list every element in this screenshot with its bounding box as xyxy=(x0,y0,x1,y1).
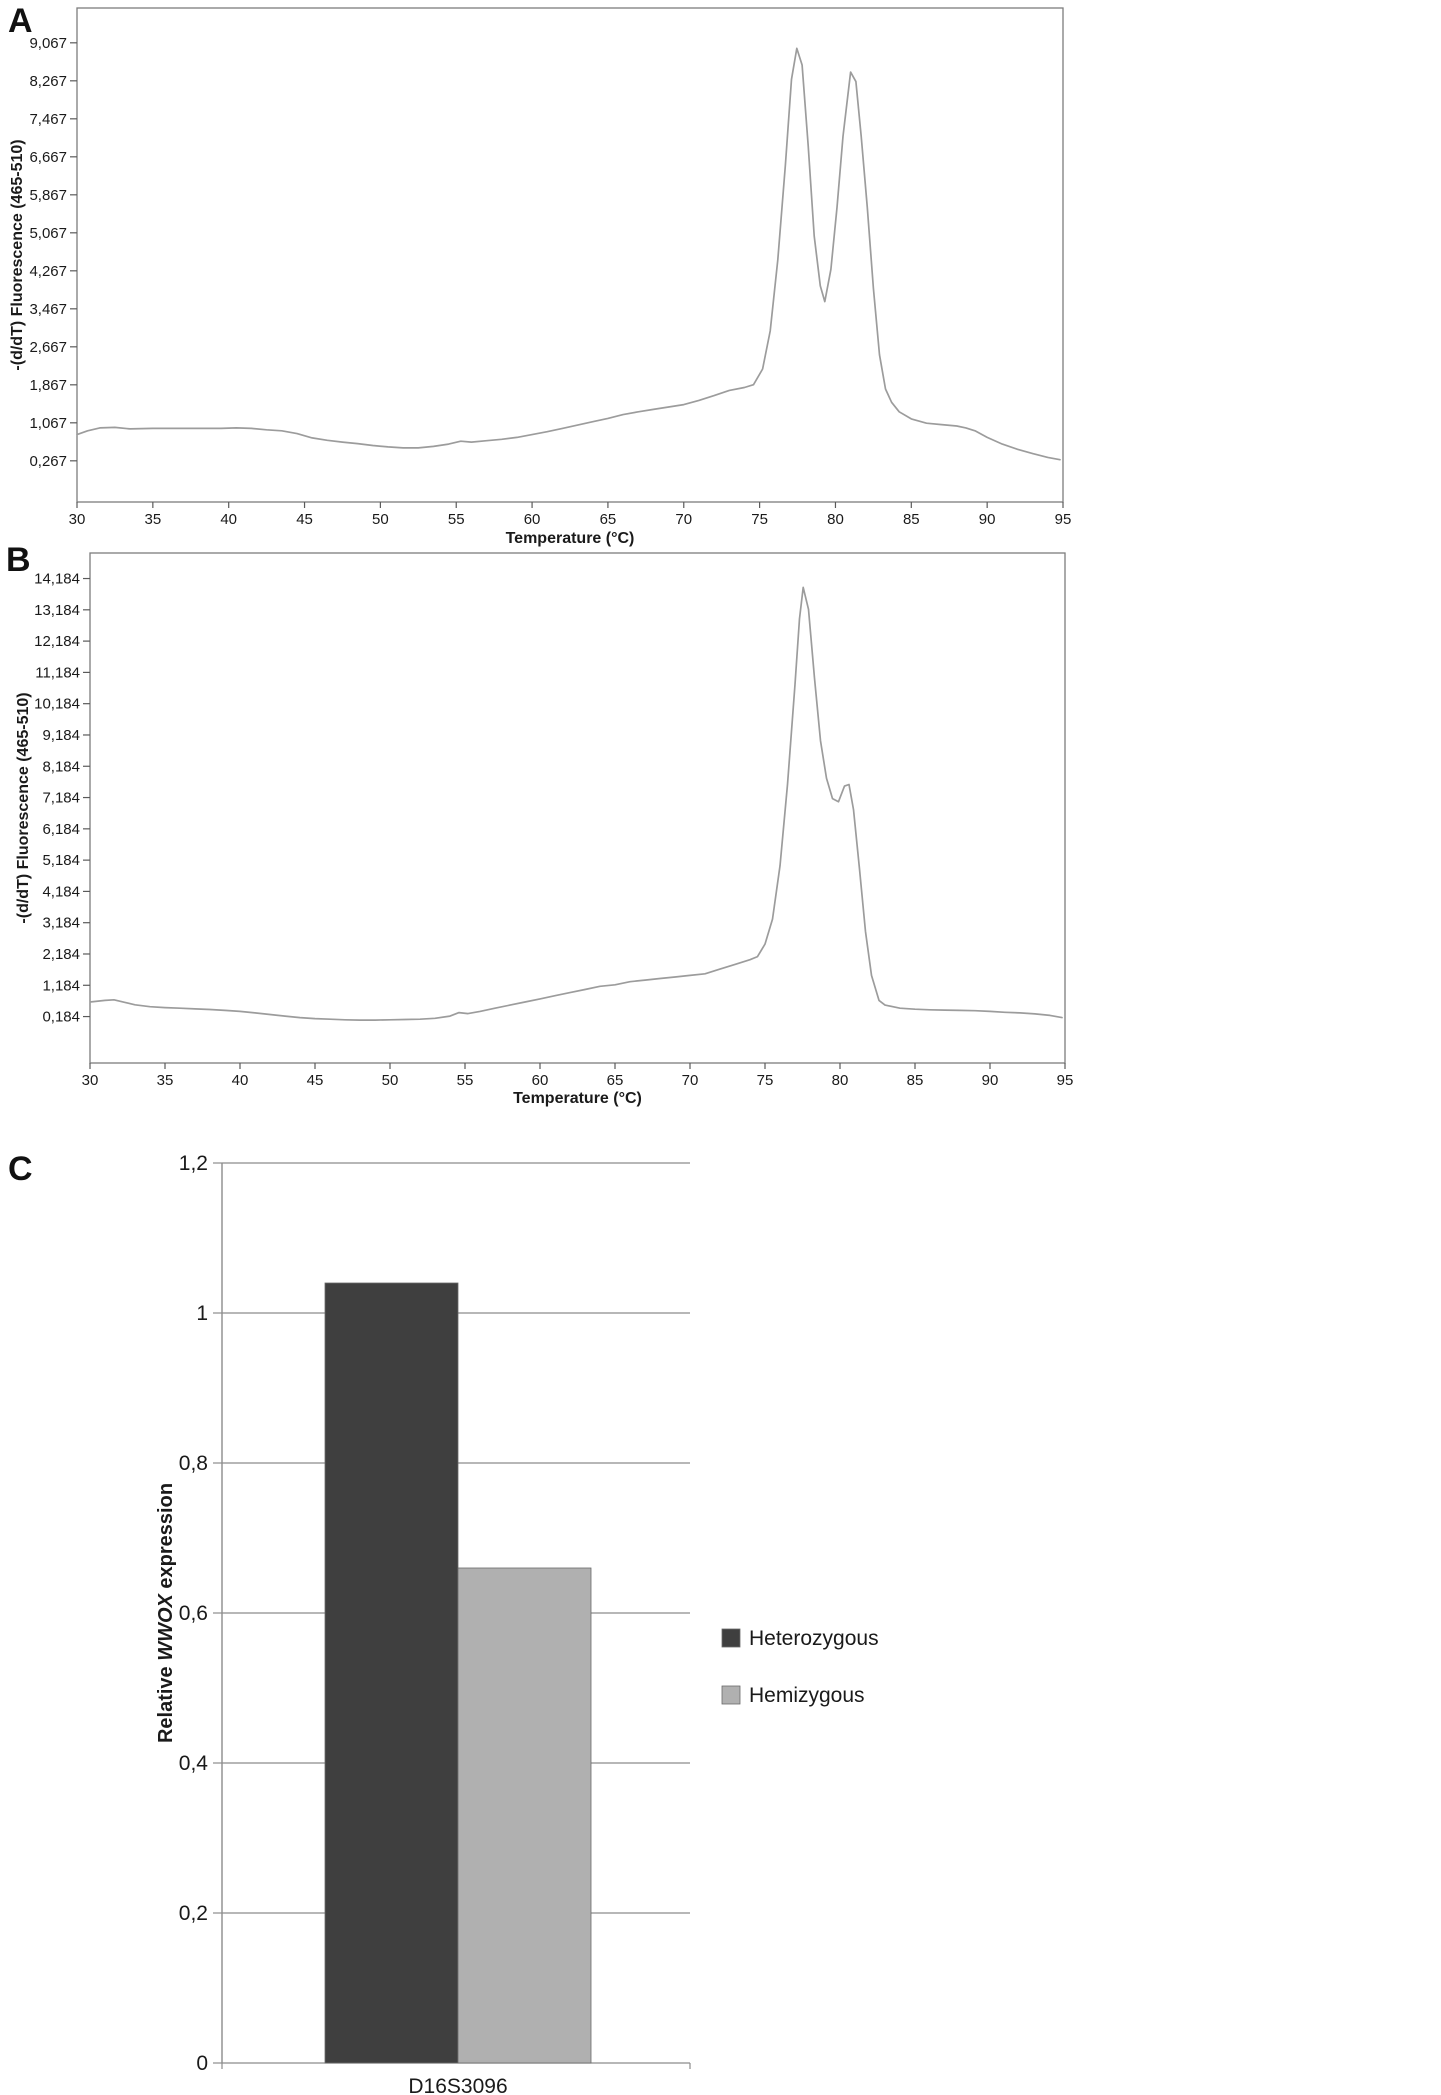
x-axis-title: Temperature (°C) xyxy=(513,1090,642,1107)
category-label: D16S3096 xyxy=(408,2075,507,2095)
y-tick-label: 5,184 xyxy=(42,852,80,869)
y-tick-label: 6,667 xyxy=(29,149,67,166)
melt-curve xyxy=(89,586,1063,1021)
y-tick-label: 0,184 xyxy=(42,1009,80,1026)
x-tick-label: 40 xyxy=(220,511,237,528)
x-tick-label: 50 xyxy=(372,511,389,528)
y-tick-label: 5,867 xyxy=(29,187,67,204)
x-tick-label: 30 xyxy=(82,1072,99,1089)
y-tick-label: 7,467 xyxy=(29,111,67,128)
y-tick-label: 1,184 xyxy=(42,977,80,994)
wwox-expression-bar-chart: 0 0,2 0,4 0,6 0,8 1 1,2 D16S3096 Relative WWOX e… xyxy=(155,1152,879,2095)
x-tick-label: 90 xyxy=(979,511,996,528)
y-tick-label: 1,2 xyxy=(179,1152,208,1175)
legend-swatch-heterozygous xyxy=(721,1628,741,1648)
legend-label-heterozygous: Heterozygous xyxy=(749,1627,879,1650)
x-tick-label: 65 xyxy=(607,1072,624,1089)
y-tick-label: 5,067 xyxy=(29,225,67,242)
y-tick-label: 3,467 xyxy=(29,301,67,318)
panel-b-label: B xyxy=(6,541,31,579)
panel-a-label: A xyxy=(8,2,33,40)
y-tick-label: 11,184 xyxy=(35,664,80,681)
x-tick-label: 50 xyxy=(382,1072,399,1089)
x-tick-label: 65 xyxy=(600,511,617,528)
y-tick-label: 13,184 xyxy=(34,602,80,619)
y-tick-label: 0,6 xyxy=(179,1602,208,1625)
melt-curve xyxy=(76,47,1061,461)
bar-hemizygous xyxy=(457,1567,592,2064)
y-tick-label: 4,267 xyxy=(29,263,67,280)
x-tick-label: 45 xyxy=(296,511,313,528)
y-tick-label: 1,067 xyxy=(29,415,67,432)
panel-b: B 30 35 40 45 50 55 60 65 70 75 80 85 90 95 0,184 1,184… xyxy=(0,541,1120,1107)
y-tick-label: 3,184 xyxy=(42,915,80,932)
y-tick-label: 9,067 xyxy=(29,35,67,52)
x-tick-label: 70 xyxy=(682,1072,699,1089)
y-tick-label: 0,8 xyxy=(179,1452,208,1475)
melt-curve-chart-b: 30 35 40 45 50 55 60 65 70 75 80 85 90 95 0,184 1,184 2,… xyxy=(15,552,1074,1107)
y-tick-label: 4,184 xyxy=(42,883,80,900)
x-tick-label: 45 xyxy=(307,1072,324,1089)
x-tick-label: 85 xyxy=(907,1072,924,1089)
y-tick-label: 9,184 xyxy=(42,727,80,744)
x-tick-label: 60 xyxy=(532,1072,549,1089)
y-tick-label: 7,184 xyxy=(42,790,80,807)
y-tick-label: 6,184 xyxy=(42,821,80,838)
x-tick-label: 30 xyxy=(69,511,86,528)
x-tick-label: 95 xyxy=(1057,1072,1074,1089)
plot-frame xyxy=(76,7,1064,503)
x-tick-label: 95 xyxy=(1055,511,1072,528)
legend-label-hemizygous: Hemizygous xyxy=(749,1684,865,1707)
y-tick-label: 14,184 xyxy=(34,571,80,588)
bar-heterozygous xyxy=(324,1282,459,2064)
y-tick-label: 2,667 xyxy=(29,339,67,356)
x-tick-label: 55 xyxy=(457,1072,474,1089)
x-tick-label: 90 xyxy=(982,1072,999,1089)
plot-frame xyxy=(89,552,1066,1064)
x-tick-label: 40 xyxy=(232,1072,249,1089)
y-tick-label: 8,267 xyxy=(29,73,67,90)
x-tick-label: 35 xyxy=(145,511,162,528)
x-tick-label: 85 xyxy=(903,511,920,528)
y-axis-title: -(d/dT) Fluorescence (465-510) xyxy=(9,139,26,370)
x-tick-label: 60 xyxy=(524,511,541,528)
x-tick-label: 75 xyxy=(757,1072,774,1089)
x-tick-label: 55 xyxy=(448,511,465,528)
y-axis-title: -(d/dT) Fluorescence (465-510) xyxy=(15,692,32,923)
x-tick-label: 70 xyxy=(675,511,692,528)
x-tick-label: 35 xyxy=(157,1072,174,1089)
panel-c-label: C xyxy=(8,1150,33,1188)
y-tick-label: 2,184 xyxy=(42,946,80,963)
y-tick-label: 0,267 xyxy=(29,453,67,470)
panel-a: A 30 35 40 45 50 55 60 65 70 75 80 85 90 95 0,267 1,067… xyxy=(0,0,1120,548)
y-tick-label: 0,4 xyxy=(179,1752,209,1775)
x-tick-label: 80 xyxy=(832,1072,849,1089)
legend-swatch-hemizygous xyxy=(721,1685,741,1705)
y-tick-label: 1,867 xyxy=(29,377,67,394)
y-tick-label: 8,184 xyxy=(42,758,80,775)
y-tick-label: 12,184 xyxy=(34,633,80,650)
x-axis-title: Temperature (°C) xyxy=(506,530,635,547)
y-axis-title: Relative WWOX expression xyxy=(155,1483,177,1743)
panel-c: C 0 0,2 0,4 0,6 0,8 1 1,2 D16S3096 Relative WWOX… xyxy=(0,1150,1120,2095)
y-tick-label: 0,2 xyxy=(179,1902,208,1925)
y-tick-label: 0 xyxy=(196,2052,208,2075)
melt-curve-chart-a: 30 35 40 45 50 55 60 65 70 75 80 85 90 95 0,267 1,067 1,… xyxy=(9,7,1072,547)
x-tick-label: 75 xyxy=(751,511,768,528)
y-tick-label: 1 xyxy=(196,1302,208,1325)
x-tick-label: 80 xyxy=(827,511,844,528)
y-tick-label: 10,184 xyxy=(34,696,80,713)
